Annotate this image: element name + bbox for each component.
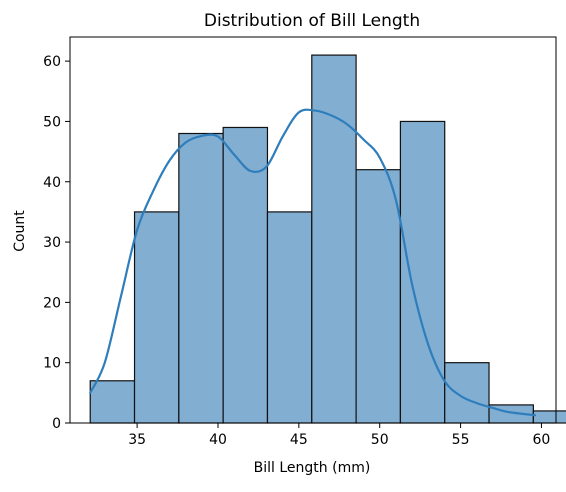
histogram-bar-5 [266,211,313,424]
histogram-bar-4 [222,126,269,424]
histogram-bar-2 [133,211,180,424]
y-tick-label-10: 10 [43,356,61,372]
histogram-bar-9 [444,362,490,424]
x-tick-label-35: 35 [128,432,146,448]
x-tick-label-60: 60 [533,432,551,448]
x-tick-label-50: 50 [371,432,389,448]
bars-layer [89,54,566,424]
kde-layer [89,108,537,417]
y-tick-label-50: 50 [43,114,61,130]
y-tick-label-0: 0 [52,416,61,432]
kde-curve [89,108,537,417]
x-axis-label: Bill Length (mm) [254,460,371,476]
histogram-bar-1 [89,380,136,424]
y-axis-label: Count [12,210,28,252]
x-tick-label-55: 55 [452,432,470,448]
y-tick-label-40: 40 [43,175,61,191]
histogram-bar-7 [355,169,402,424]
histogram-bar-11 [532,410,566,424]
y-tick-label-30: 30 [43,235,61,251]
histogram-bar-8 [399,120,446,424]
y-tick-label-60: 60 [43,54,61,70]
histogram-bar-3 [178,132,224,424]
chart-title: Distribution of Bill Length [204,11,420,31]
y-tick-label-20: 20 [43,295,61,311]
x-tick-label-45: 45 [290,432,308,448]
plot-frame [69,36,557,424]
ticks-layer: 35 40 45 50 55 60 0 10 20 30 40 50 60 [43,54,550,448]
x-tick-label-40: 40 [209,432,227,448]
